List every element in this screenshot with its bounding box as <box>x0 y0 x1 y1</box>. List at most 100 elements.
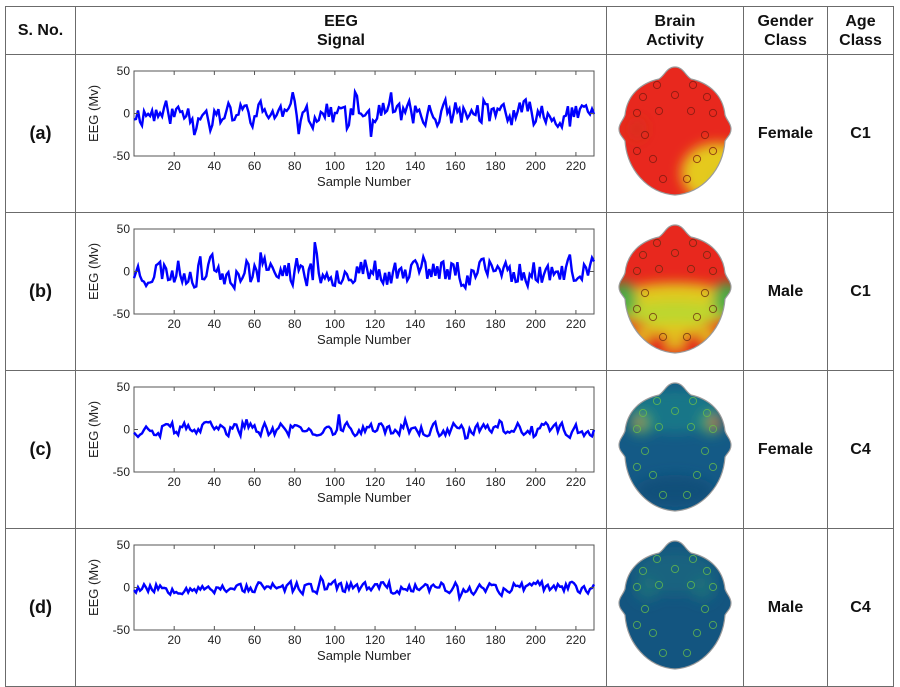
electrode-marker <box>702 566 712 576</box>
head-outline <box>618 540 732 670</box>
activity-region <box>631 323 719 351</box>
x-tick-label: 120 <box>365 475 385 489</box>
header-row: S. No. EEG Signal Brain Activity Gender … <box>5 6 894 55</box>
x-tick-label: 60 <box>248 633 262 647</box>
electrode-marker <box>648 628 658 638</box>
header-sno: S. No. <box>5 6 76 55</box>
x-tick-label: 220 <box>566 633 586 647</box>
x-tick-label: 160 <box>445 159 465 173</box>
eeg-series-line <box>133 87 596 137</box>
gender-cell: Female <box>743 54 828 213</box>
electrode-marker <box>708 304 718 314</box>
activity-region <box>635 475 715 507</box>
activity-region <box>619 281 637 317</box>
x-tick-label: 100 <box>325 475 345 489</box>
table-row: (d) 20 40 60 80 100 120 140 160 180 200 220 50 0 -50 S… <box>5 528 894 687</box>
y-tick-label: 50 <box>117 380 131 394</box>
electrode-marker <box>632 304 642 314</box>
brain-map-cell <box>606 54 744 213</box>
electrode-marker <box>658 174 668 184</box>
x-axis-label: Sample Number <box>317 648 412 663</box>
x-tick-label: 120 <box>365 633 385 647</box>
activity-region <box>691 577 715 601</box>
activity-region <box>713 281 731 317</box>
electrode-marker <box>670 564 680 574</box>
x-tick-label: 100 <box>325 159 345 173</box>
eeg-series-line <box>133 414 596 441</box>
age-value: C4 <box>850 440 871 458</box>
x-tick-label: 180 <box>486 633 506 647</box>
x-tick-label: 120 <box>365 159 385 173</box>
x-tick-label: 80 <box>288 159 302 173</box>
electrode-marker <box>652 554 662 564</box>
x-tick-label: 200 <box>526 159 546 173</box>
electrode-marker <box>700 288 710 298</box>
header-gender-line2: Class <box>764 31 807 49</box>
topography-fill <box>619 541 731 669</box>
x-tick-label: 20 <box>167 475 181 489</box>
row-label-cell: (a) <box>5 54 76 213</box>
electrode-marker <box>632 462 642 472</box>
header-age-class: Age Class <box>827 6 894 55</box>
header-signal-line2: Signal <box>316 31 365 49</box>
header-brain-activity: Brain Activity <box>606 6 744 55</box>
electrode-marker <box>658 332 668 342</box>
gender-cell: Male <box>743 212 828 371</box>
topography-fill <box>619 383 731 511</box>
eeg-signal-chart: 20 40 60 80 100 120 140 160 180 200 220 50 0 -50 Sampl… <box>86 64 596 189</box>
x-tick-label: 60 <box>248 475 262 489</box>
age-cell: C4 <box>827 370 894 529</box>
electrode-marker <box>640 446 650 456</box>
eeg-signal-chart: 20 40 60 80 100 120 140 160 180 200 220 50 0 -50 Sampl… <box>86 538 596 663</box>
row-label: (b) <box>29 281 52 301</box>
electrode-marker <box>700 604 710 614</box>
y-tick-label: 50 <box>117 538 131 552</box>
age-value: C1 <box>850 282 871 300</box>
brain-map-cell <box>606 528 744 687</box>
header-brain-line1: Brain <box>654 12 696 30</box>
electrode-marker <box>686 264 696 274</box>
y-axis-label: EEG (Mv) <box>86 401 101 458</box>
electrode-marker <box>708 266 718 276</box>
x-tick-label: 100 <box>325 633 345 647</box>
row-label-cell: (b) <box>5 212 76 371</box>
eeg-plot-cell: 20 40 60 80 100 120 140 160 180 200 220 50 0 -50 Sampl… <box>75 54 607 213</box>
x-tick-label: 80 <box>288 317 302 331</box>
x-tick-label: 200 <box>526 317 546 331</box>
electrode-marker <box>648 312 658 322</box>
electrode-marker <box>632 620 642 630</box>
brain-topography-map <box>618 382 732 512</box>
electrode-marker <box>638 92 648 102</box>
y-tick-label: 0 <box>123 581 130 595</box>
x-axis-label: Sample Number <box>317 490 412 505</box>
gender-value: Female <box>757 124 814 142</box>
electrode-marker <box>648 470 658 480</box>
age-value: C4 <box>850 598 871 616</box>
brain-topography-map <box>618 224 732 354</box>
x-tick-label: 180 <box>486 317 506 331</box>
electrode-marker <box>670 90 680 100</box>
electrode-marker <box>686 422 696 432</box>
electrode-marker <box>700 130 710 140</box>
y-axis-label: EEG (Mv) <box>86 559 101 616</box>
electrode-marker <box>632 582 642 592</box>
results-table: S. No. EEG Signal Brain Activity Gender … <box>5 6 894 687</box>
activity-region <box>713 173 731 195</box>
activity-region <box>635 577 659 601</box>
electrode-marker <box>638 250 648 260</box>
electrode-marker <box>652 80 662 90</box>
electrode-marker <box>688 554 698 564</box>
electrode-marker <box>688 396 698 406</box>
topography-fill <box>619 225 731 353</box>
x-tick-label: 160 <box>445 317 465 331</box>
x-tick-label: 160 <box>445 633 465 647</box>
x-tick-label: 140 <box>405 159 425 173</box>
x-tick-label: 200 <box>526 475 546 489</box>
eeg-plot-cell: 20 40 60 80 100 120 140 160 180 200 220 50 0 -50 Sampl… <box>75 370 607 529</box>
y-tick-label: -50 <box>113 465 131 479</box>
electrode-marker <box>638 408 648 418</box>
y-tick-label: -50 <box>113 149 131 163</box>
row-label: (d) <box>29 597 52 617</box>
electrode-marker <box>682 648 692 658</box>
eeg-series-line <box>133 574 596 603</box>
